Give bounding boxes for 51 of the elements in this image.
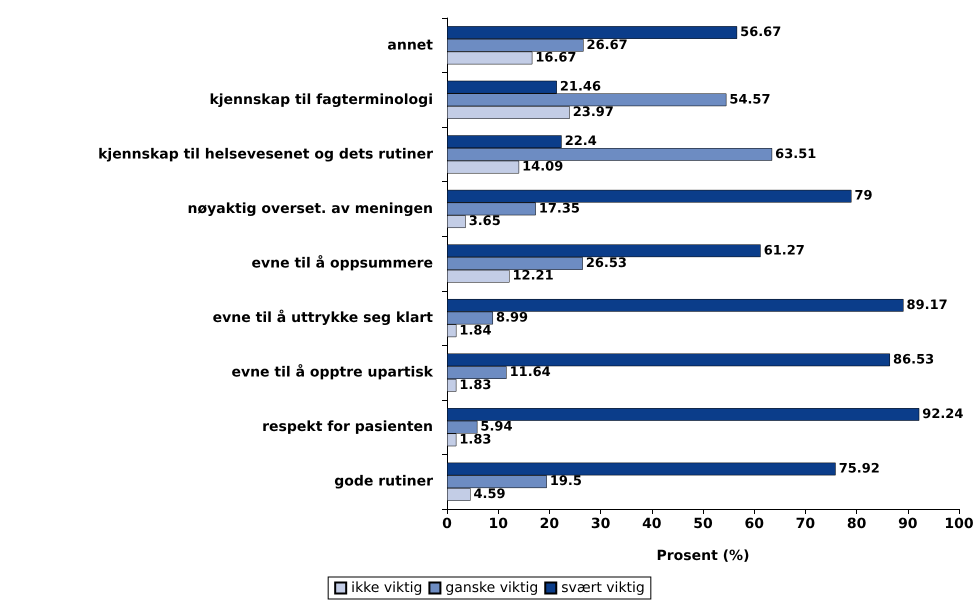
x-tick-label: 90 — [898, 516, 918, 532]
data-label: 63.51 — [775, 146, 816, 162]
data-label: 4.59 — [474, 486, 506, 502]
data-label: 86.53 — [893, 352, 934, 368]
data-label: 1.84 — [459, 323, 492, 338]
x-tick-label: 100 — [944, 516, 974, 532]
y-tick-label: evne til å opptre upartisk — [231, 364, 434, 381]
data-label: 89.17 — [906, 298, 948, 313]
data-label: 21.46 — [560, 80, 601, 95]
data-label: 56.67 — [740, 25, 782, 40]
data-label: 8.99 — [496, 310, 528, 326]
x-tick-label: 10 — [488, 516, 508, 532]
x-tick-label: 20 — [540, 516, 560, 532]
data-label: 16.67 — [535, 50, 576, 66]
data-label: 79 — [854, 188, 873, 204]
data-label: 5.94 — [480, 420, 512, 435]
x-tick-label: 30 — [590, 516, 611, 532]
y-tick-label: respekt for pasienten — [262, 419, 433, 436]
y-tick-label: nøyaktig overset. av meningen — [188, 200, 433, 217]
y-tick-label: evne til å uttrykke seg klart — [212, 309, 434, 326]
x-tick-label: 50 — [693, 516, 713, 532]
data-label: 61.27 — [764, 243, 805, 258]
data-label: 23.97 — [572, 105, 614, 120]
y-tick-label: evne til å oppsummere — [252, 254, 433, 272]
data-label: 92.24 — [922, 406, 964, 422]
y-tick-label: kjennskap til fagterminologi — [209, 92, 433, 108]
y-tick-label: gode rutiner — [334, 474, 434, 490]
y-tick-label: kjennskap til helsevesenet og dets rutiner — [98, 146, 434, 162]
data-label: 1.83 — [459, 432, 492, 448]
y-tick-label: annet — [387, 37, 434, 54]
legend-label: ikke viktig — [351, 580, 422, 596]
x-tick-label: 0 — [442, 516, 452, 532]
data-label: 22.4 — [564, 134, 597, 150]
data-label: 26.67 — [586, 38, 628, 53]
data-label: 75.92 — [838, 461, 880, 476]
x-tick-label: 40 — [642, 516, 662, 532]
x-axis-title: Prosent (%) — [656, 548, 750, 564]
legend-label: ganske viktig — [445, 580, 538, 596]
legend-label: svært viktig — [561, 580, 645, 596]
data-label: 26.53 — [586, 256, 627, 271]
data-label: 1.83 — [459, 378, 492, 393]
data-label: 3.65 — [468, 214, 501, 230]
data-label: 19.5 — [550, 474, 582, 490]
x-tick-label: 60 — [744, 516, 764, 532]
x-tick-label: 70 — [796, 516, 816, 532]
data-label: 11.64 — [510, 365, 551, 380]
data-label: 17.35 — [538, 201, 580, 216]
x-tick-label: 80 — [846, 516, 867, 532]
data-label: 14.09 — [522, 160, 564, 175]
data-label: 54.57 — [729, 92, 771, 108]
data-label: 12.21 — [512, 268, 554, 284]
